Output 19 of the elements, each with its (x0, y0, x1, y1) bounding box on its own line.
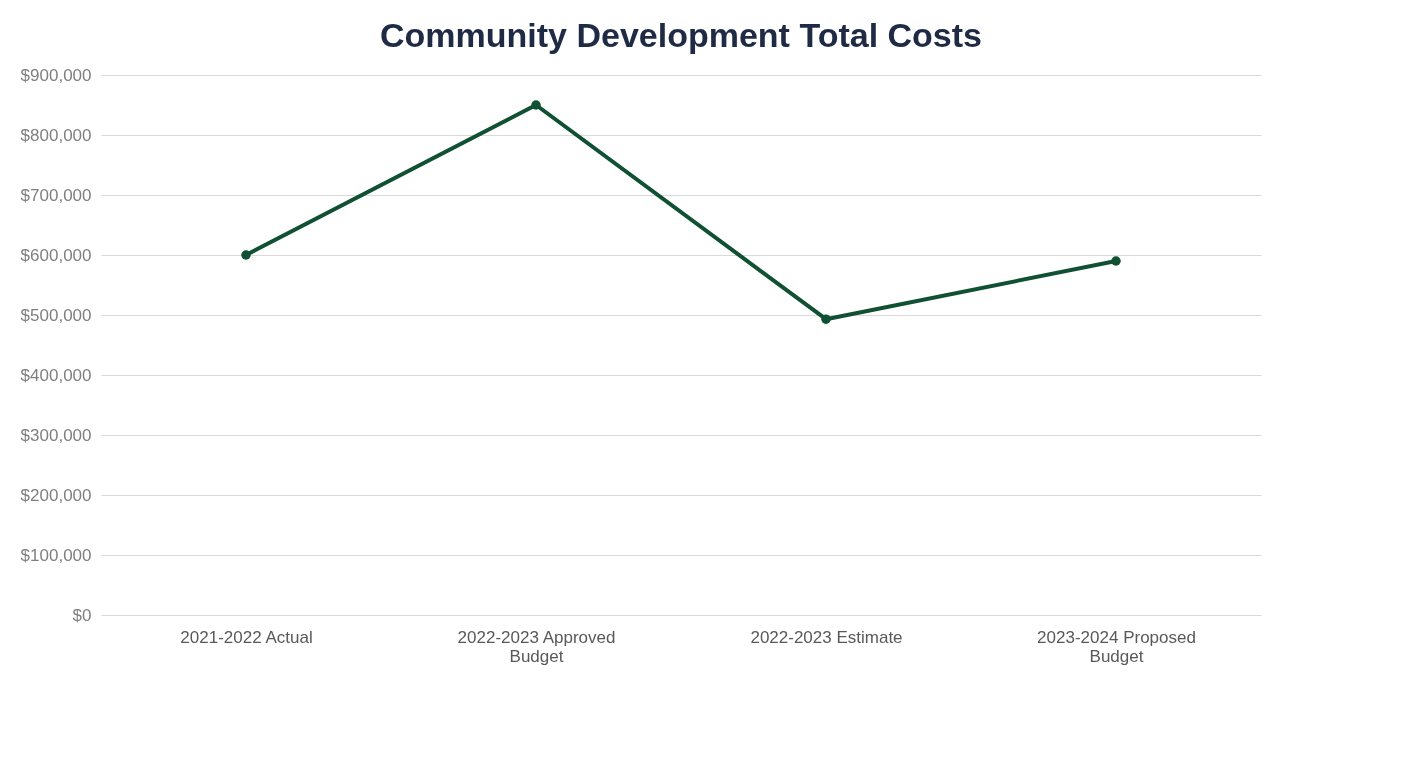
chart-title: Community Development Total Costs (380, 16, 982, 54)
y-tick-label: $800,000 (20, 125, 92, 145)
y-tick-label: $200,000 (20, 485, 92, 505)
y-tick-label: $900,000 (20, 65, 92, 85)
point (531, 100, 541, 110)
y-tick-label: $600,000 (20, 245, 92, 265)
x-tick-label: 2022-2023 Estimate (750, 627, 903, 647)
x-tick-label: 2022-2023 Approved Budget (457, 627, 616, 666)
y-tick-label: $400,000 (20, 365, 92, 385)
point (821, 314, 831, 324)
point (1111, 256, 1121, 266)
y-tick-label: $700,000 (20, 185, 92, 205)
x-tick-label: 2023-2024 Proposed Budget (1037, 627, 1196, 666)
x-tick-label: 2021-2022 Actual (180, 627, 313, 647)
point (241, 250, 251, 260)
y-tick-label: $0 (72, 605, 92, 625)
y-tick-label: $300,000 (20, 425, 92, 445)
y-tick-label: $100,000 (20, 545, 92, 565)
y-tick-label: $500,000 (20, 305, 92, 325)
